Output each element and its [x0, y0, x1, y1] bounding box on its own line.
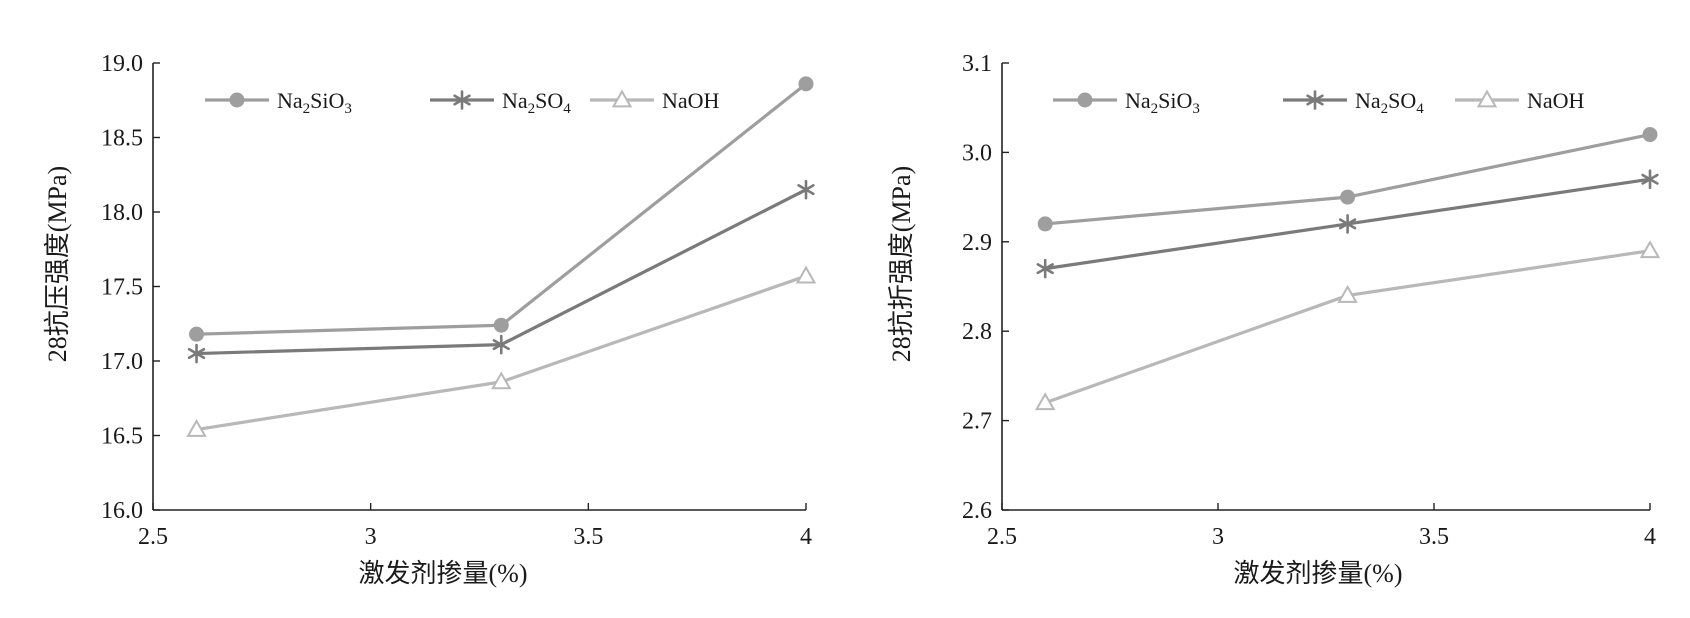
x-tick-label: 4 [800, 524, 812, 550]
legend-swatch-marker [1077, 92, 1093, 108]
y-tick-label: 17.0 [101, 349, 143, 375]
data-point-na2so4 [797, 179, 815, 200]
data-point-naoh [1337, 284, 1358, 303]
y-tick-label: 16.0 [101, 498, 143, 524]
legend-swatch-marker-stroke [1306, 94, 1324, 106]
data-point-na2so4 [1641, 169, 1659, 190]
data-point-na2sio3 [798, 76, 814, 92]
chart-flexural-strength: 28抗折强度(MPa) 激发剂掺量(%) 2.6 2.7 2.8 2.9 3.0 3.1 2… [887, 51, 1661, 588]
data-point-naoh [1639, 240, 1661, 259]
legend-entry-na2so4: Na2SO4 [430, 88, 571, 117]
series-line-na2sio3 [1045, 132, 1651, 226]
data-point-na2sio3 [189, 326, 205, 342]
legend-swatch-marker [611, 89, 633, 108]
y-tick-label: 18.0 [101, 200, 143, 226]
x-tick-label: 3 [1212, 524, 1224, 550]
legend-entry-na2sio3: Na2SiO3 [205, 88, 352, 117]
x-tick-label: 3.5 [1419, 524, 1449, 550]
data-point-na2sio3 [1642, 127, 1658, 143]
data-point-na2sio3 [1340, 189, 1356, 205]
data-point-naoh [491, 371, 512, 390]
chart-compressive-strength: 28抗压强度(MPa) 激发剂掺量(%) 16.0 16.5 17.0 17.5 18.… [43, 51, 817, 588]
legend-entry-na2sio3: Na2SiO3 [1053, 88, 1200, 117]
legend-label: Na2SO4 [502, 88, 571, 117]
data-point-na2so4-stroke [1036, 263, 1054, 275]
x-axis-title: 激发剂掺量(%) [359, 559, 528, 588]
y-tick-label: 19.0 [101, 51, 143, 77]
legend-label: NaOH [1527, 88, 1585, 113]
legend-swatch-marker [1476, 89, 1498, 108]
x-tick-label: 2.5 [987, 524, 1017, 550]
legend-swatch-marker [453, 90, 471, 110]
y-tick-label: 3.1 [962, 51, 992, 77]
x-tick-label: 3 [365, 524, 377, 550]
legend-swatch-marker [1306, 90, 1324, 110]
legend-swatch-marker [229, 92, 245, 108]
data-point-na2so4 [1036, 258, 1054, 279]
data-point-na2so4-stroke [1338, 218, 1357, 230]
x-tick-label: 2.5 [138, 524, 168, 550]
x-axis-title: 激发剂掺量(%) [1234, 559, 1403, 588]
y-tick-label: 2.6 [962, 498, 992, 524]
y-axis-title: 28抗压强度(MPa) [43, 166, 72, 362]
series-line-na2sio3 [196, 82, 807, 336]
x-tick-label: 4 [1644, 524, 1656, 550]
y-tick-label: 17.5 [101, 275, 143, 301]
legend-label: NaOH [662, 88, 720, 113]
series-line-naoh [1044, 249, 1651, 405]
data-point-naoh [186, 419, 207, 437]
legend-label: Na2SO4 [1355, 88, 1424, 117]
data-point-naoh [1034, 392, 1056, 411]
data-point-na2sio3 [493, 317, 509, 333]
y-axis-title: 28抗折强度(MPa) [887, 166, 916, 362]
data-point-naoh [795, 265, 817, 284]
legend-swatch-marker-stroke [453, 94, 471, 106]
data-point-na2sio3 [1037, 216, 1053, 232]
data-point-na2so4-stroke [492, 339, 510, 351]
legend-entry-naoh: NaOH [1455, 88, 1585, 113]
data-point-na2so4-stroke [187, 347, 206, 360]
legend-entry-na2so4: Na2SO4 [1283, 88, 1424, 117]
y-tick-label: 2.8 [962, 319, 992, 345]
data-point-na2so4 [1338, 214, 1357, 234]
y-tick-label: 16.5 [101, 424, 143, 450]
legend-label: Na2SiO3 [1125, 88, 1200, 117]
legend-label: Na2SiO3 [277, 88, 352, 117]
legend-entry-naoh: NaOH [590, 88, 720, 113]
y-tick-label: 2.7 [962, 409, 992, 435]
y-tick-label: 18.5 [101, 126, 143, 152]
data-point-na2so4 [492, 334, 510, 355]
data-point-na2so4 [187, 343, 206, 364]
data-point-na2so4-stroke [1641, 173, 1659, 185]
x-tick-label: 3.5 [573, 524, 603, 550]
data-point-na2so4-stroke [797, 184, 815, 196]
y-tick-label: 3.0 [962, 140, 992, 166]
y-tick-label: 2.9 [962, 230, 992, 256]
